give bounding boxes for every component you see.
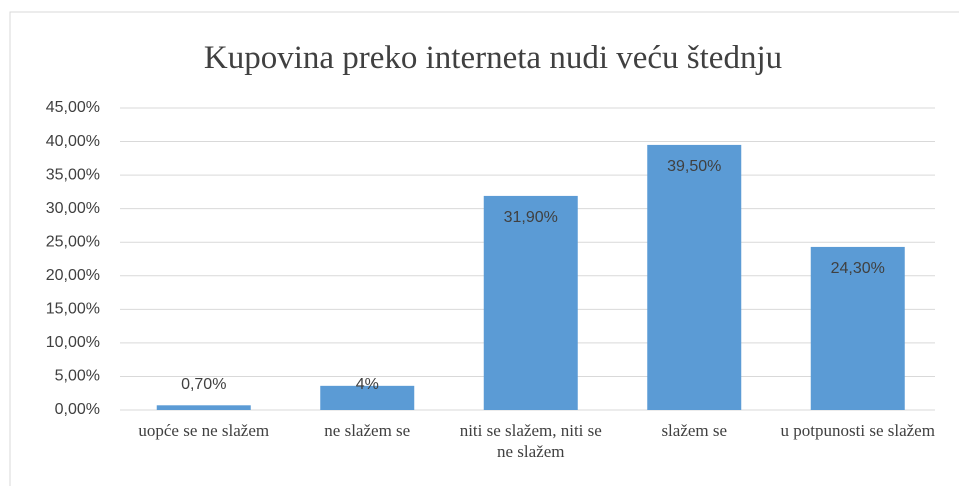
x-tick-label: u potpunosti se slažem: [780, 421, 935, 440]
y-tick-label: 45,00%: [46, 99, 100, 116]
data-label: 31,90%: [504, 209, 558, 226]
y-tick-label: 30,00%: [46, 200, 100, 217]
x-tick-label-box: u potpunosti se slažem: [780, 421, 935, 440]
x-tick-label-box: ne slažem se: [324, 421, 411, 440]
chart-border: [9, 11, 959, 486]
x-tick-label-box: slažem se: [661, 421, 728, 440]
y-tick-label: 20,00%: [46, 267, 100, 284]
data-label: 24,30%: [831, 260, 885, 277]
bar: [647, 144, 742, 410]
bar: [483, 195, 578, 410]
data-label: 39,50%: [667, 158, 721, 175]
y-tick-label: 15,00%: [46, 301, 100, 318]
y-tick-label: 35,00%: [46, 166, 100, 183]
x-tick-label-box: uopće se ne slažem: [138, 421, 270, 440]
x-tick-label: slažem se: [661, 421, 728, 440]
x-tick-label: uopće se ne slažem: [138, 421, 270, 440]
x-tick-label: niti se slažem, niti se ne slažem: [459, 421, 602, 461]
y-tick-label: 10,00%: [46, 334, 100, 351]
y-tick-label: 5,00%: [55, 368, 100, 385]
y-tick-label: 0,00%: [55, 401, 100, 418]
bar: [156, 405, 251, 410]
y-tick-label: 40,00%: [46, 133, 100, 150]
x-tick-label: ne slažem se: [324, 421, 411, 440]
data-label: 0,70%: [181, 376, 226, 393]
x-tick-label-box: niti se slažem, niti se ne slažem: [459, 421, 602, 461]
chart-title: Kupovina preko interneta nudi veću štedn…: [204, 40, 782, 76]
y-tick-label: 25,00%: [46, 233, 100, 250]
data-label: 4%: [356, 376, 379, 393]
bar: [320, 385, 415, 410]
bar: [810, 246, 905, 410]
